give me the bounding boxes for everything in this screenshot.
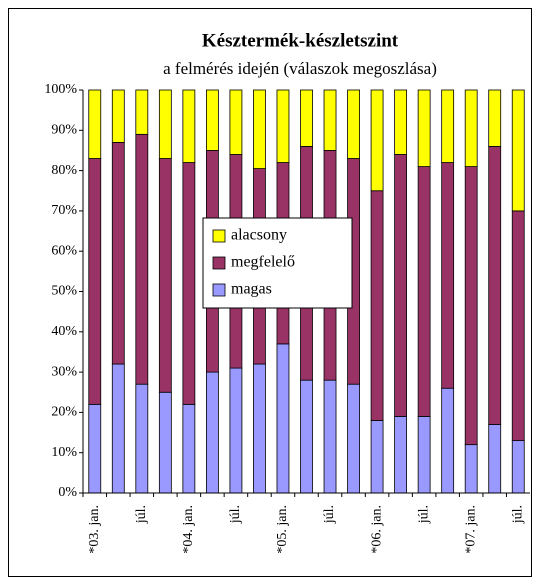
legend-box — [202, 217, 353, 309]
legend-swatch — [212, 229, 226, 243]
bar-segment — [347, 89, 360, 159]
bar-segment — [253, 89, 266, 169]
bar-segment — [488, 89, 502, 147]
bar-segment — [394, 154, 408, 417]
y-tick-label: 40% — [51, 324, 77, 339]
bar-segment — [158, 158, 172, 393]
y-tick-label: 10% — [51, 445, 77, 460]
bar-segment — [111, 141, 125, 365]
bar-segment — [88, 89, 102, 159]
bar-segment — [253, 363, 266, 494]
bar-segment — [441, 89, 455, 163]
bar-segment — [488, 424, 502, 494]
x-tick-label: júl. — [510, 505, 525, 524]
y-tick-label: 50% — [51, 284, 77, 299]
bar-segment — [182, 403, 196, 494]
legend-label: megfelelő — [231, 254, 295, 271]
bar-segment — [323, 89, 337, 151]
bar-segment — [394, 89, 408, 155]
bar-segment — [276, 343, 290, 494]
legend-swatch — [212, 283, 226, 297]
bar-segment — [511, 89, 525, 212]
legend-label: alacsony — [231, 227, 287, 244]
bar-segment — [394, 416, 408, 494]
x-tick-label: *04. jan. — [181, 505, 196, 554]
bar-segment — [135, 383, 149, 494]
bar-segment — [88, 403, 102, 494]
y-tick-label: 30% — [51, 364, 77, 379]
bar-segment — [182, 89, 196, 163]
x-tick-label: júl. — [322, 505, 337, 524]
bar-segment — [323, 379, 337, 494]
bar-segment — [441, 387, 455, 494]
x-tick-label: *03. jan. — [87, 505, 102, 554]
chart-subtitle: a felmérés idején (válaszok megoszlása) — [163, 59, 437, 78]
bar-segment — [347, 383, 360, 494]
bar-segment — [158, 391, 172, 494]
bar-segment — [158, 89, 172, 159]
y-tick-label: 100% — [44, 82, 77, 97]
bar-segment — [370, 89, 384, 192]
bar-segment — [441, 162, 455, 389]
y-tick-label: 70% — [51, 203, 77, 218]
y-tick-label: 20% — [51, 405, 77, 420]
chart-title: Késztermék-készletszint — [202, 30, 399, 51]
bar-segment — [417, 89, 431, 167]
bar-segment — [464, 89, 478, 167]
y-tick-label: 80% — [51, 163, 77, 178]
y-tick-label: 60% — [51, 243, 77, 258]
bar-segment — [370, 420, 384, 494]
bar-segment — [464, 444, 478, 494]
bar-segment — [88, 158, 102, 405]
bar-segment — [300, 89, 313, 147]
bar-segment — [205, 371, 219, 494]
bar-segment — [511, 440, 525, 494]
bar-segment — [511, 210, 525, 442]
legend-swatch — [212, 256, 226, 270]
bar-segment — [111, 363, 125, 494]
y-tick-label: 0% — [58, 485, 77, 500]
bar-segment — [135, 89, 149, 135]
y-tick-label: 90% — [51, 123, 77, 138]
bar-segment — [229, 89, 243, 155]
x-tick-label: júl. — [416, 505, 431, 524]
legend-label: magas — [231, 281, 272, 298]
bar-segment — [417, 166, 431, 417]
x-tick-label: júl. — [228, 505, 243, 524]
bar-segment — [135, 133, 149, 385]
bar-segment — [205, 89, 219, 151]
bar-segment — [182, 162, 196, 405]
bar-segment — [488, 146, 502, 425]
bar-segment — [111, 89, 125, 143]
bar-segment — [417, 416, 431, 494]
bar-segment — [276, 89, 290, 163]
x-tick-label: *07. jan. — [463, 505, 478, 554]
bar-segment — [370, 190, 384, 421]
bar-segment — [229, 367, 243, 494]
bar-segment — [300, 379, 313, 494]
x-tick-label: júl. — [134, 505, 149, 524]
x-tick-label: *05. jan. — [275, 505, 290, 554]
x-tick-label: *06. jan. — [369, 505, 384, 554]
bar-segment — [464, 166, 478, 446]
